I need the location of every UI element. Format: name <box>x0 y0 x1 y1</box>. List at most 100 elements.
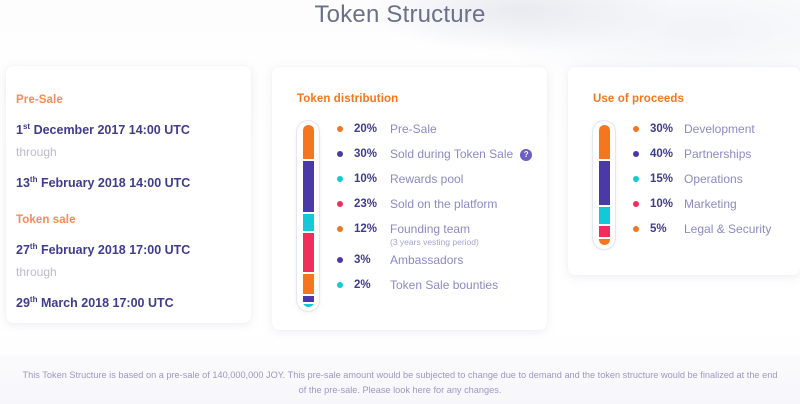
proceeds-bar-segments <box>598 125 610 245</box>
tokensale-end-ordinal: th <box>29 294 38 304</box>
legend-label: Token Sale bounties <box>390 278 499 292</box>
use-of-proceeds-chart: 30% Development 40% Partnerships 15% Operatio… <box>593 121 800 249</box>
legend-bullet-icon <box>633 176 639 182</box>
legend-bullet-icon <box>337 126 343 132</box>
legend-bullet-icon <box>633 151 639 157</box>
token-distribution-chart: 20% Pre-Sale 30% Sold during Token Sale? 10%… <box>297 121 547 311</box>
token-distribution-body: Token distribution 20% Pre-Sale 30% Sold du… <box>272 67 547 311</box>
token-distribution-card: Token distribution 20% Pre-Sale 30% Sold du… <box>272 67 547 330</box>
legend-item: 5% Legal & Security <box>633 221 800 246</box>
use-of-proceeds-body: Use of proceeds 30% Development 40% Partner… <box>568 67 800 249</box>
legend-percent: 40% <box>650 148 674 160</box>
bar-segment <box>598 239 610 245</box>
presale-end-ordinal: th <box>29 174 38 184</box>
use-of-proceeds-card: Use of proceeds 30% Development 40% Partner… <box>568 67 800 275</box>
footer-disclaimer: This Token Structure is based on a pre-s… <box>22 370 778 395</box>
legend-item: 40% Partnerships <box>633 146 800 171</box>
page-title: Token Structure <box>314 1 486 28</box>
legend-percent: 23% <box>354 198 378 210</box>
legend-bullet-icon <box>337 257 343 263</box>
footer-bar: This Token Structure is based on a pre-s… <box>0 355 800 404</box>
legend-label: Operations <box>684 172 743 186</box>
tokensale-end-date: 29th March 2018 17:00 UTC <box>16 294 251 310</box>
question-mark-icon[interactable]: ? <box>520 149 533 161</box>
legend-label: Ambassadors <box>390 253 464 267</box>
legend-label: Rewards pool <box>390 172 464 186</box>
legend-percent: 2% <box>354 279 371 291</box>
legend-bullet-icon <box>633 226 639 232</box>
legend-bullet-icon <box>337 226 343 232</box>
distribution-bar-segments <box>302 125 314 307</box>
legend-percent: 30% <box>354 148 378 160</box>
bar-segment <box>302 125 314 159</box>
presale-end-rest: February 2018 14:00 UTC <box>40 176 191 190</box>
presale-end-day: 13 <box>16 176 30 190</box>
tokensale-end-day: 29 <box>16 296 30 310</box>
proceeds-legend: 30% Development 40% Partnerships 15% Operatio… <box>633 121 800 246</box>
bar-segment <box>302 274 314 295</box>
bar-segment <box>302 161 314 212</box>
presale-card-body: Pre-Sale 1st December 2017 14:00 UTC thr… <box>6 66 251 310</box>
legend-percent: 10% <box>650 198 674 210</box>
legend-item: 15% Operations <box>633 171 800 196</box>
legend-bullet-icon <box>337 201 343 207</box>
legend-label: Development <box>684 122 755 136</box>
legend-percent: 20% <box>354 123 378 135</box>
legend-label: Founding team (3 years vesting period) <box>390 222 479 247</box>
legend-bullet-icon <box>337 176 343 182</box>
legend-item: 30% Sold during Token Sale? <box>337 146 547 171</box>
presale-end-date: 13th February 2018 14:00 UTC <box>16 174 251 190</box>
legend-bullet-icon <box>337 151 343 157</box>
legend-label: Sold during Token Sale? <box>390 146 533 162</box>
legend-label: Partnerships <box>684 147 752 161</box>
legend-percent: 30% <box>650 123 674 135</box>
cards-row: Pre-Sale 1st December 2017 14:00 UTC thr… <box>0 64 800 334</box>
legend-percent: 3% <box>354 254 371 266</box>
bar-segment <box>302 303 314 307</box>
legend-label: Legal & Security <box>684 222 772 236</box>
legend-percent: 15% <box>650 173 674 185</box>
legend-label: Pre-Sale <box>390 122 437 136</box>
legend-item: 3% Ambassadors <box>337 252 547 277</box>
bar-segment <box>598 160 610 206</box>
legend-sublabel: (3 years vesting period) <box>390 237 479 247</box>
presale-start-date: 1st December 2017 14:00 UTC <box>16 121 251 137</box>
distribution-stacked-bar <box>297 121 319 311</box>
bar-segment <box>302 233 314 273</box>
presale-through-label: through <box>16 145 57 159</box>
legend-item: 12% Founding team (3 years vesting period) <box>337 221 547 252</box>
tokensale-start-rest: February 2018 17:00 UTC <box>40 243 191 257</box>
tokensale-start-date: 27th February 2018 17:00 UTC <box>16 241 251 257</box>
tokensale-through-label: through <box>16 265 57 279</box>
legend-bullet-icon <box>337 282 343 288</box>
legend-item: 2% Token Sale bounties <box>337 277 547 302</box>
legend-item: 10% Marketing <box>633 196 800 221</box>
presale-start-day: 1 <box>16 123 23 137</box>
distribution-legend: 20% Pre-Sale 30% Sold during Token Sale? 10%… <box>337 121 547 302</box>
legend-percent: 12% <box>354 223 378 235</box>
use-of-proceeds-title: Use of proceeds <box>593 93 684 105</box>
legend-percent: 5% <box>650 223 667 235</box>
legend-item: 23% Sold on the platform <box>337 196 547 221</box>
legend-item: 10% Rewards pool <box>337 171 547 196</box>
presale-start-ordinal: st <box>22 121 31 131</box>
presale-card-title: Pre-Sale <box>16 94 63 106</box>
tokensale-section-title: Token sale <box>16 214 76 226</box>
tokensale-start-day: 27 <box>16 243 30 257</box>
bar-segment <box>302 296 314 302</box>
legend-item: 30% Development <box>633 121 800 146</box>
legend-label: Marketing <box>684 197 737 211</box>
bar-segment <box>598 207 610 225</box>
bar-segment <box>302 214 314 231</box>
legend-bullet-icon <box>633 201 639 207</box>
tokensale-start-ordinal: th <box>29 241 38 251</box>
legend-label: Sold on the platform <box>390 197 498 211</box>
token-distribution-title: Token distribution <box>297 93 399 105</box>
presale-start-rest: December 2017 14:00 UTC <box>33 123 190 137</box>
legend-bullet-icon <box>633 126 639 132</box>
bar-segment <box>598 125 610 159</box>
legend-percent: 10% <box>354 173 378 185</box>
presale-card: Pre-Sale 1st December 2017 14:00 UTC thr… <box>6 66 251 323</box>
bar-segment <box>598 226 610 238</box>
